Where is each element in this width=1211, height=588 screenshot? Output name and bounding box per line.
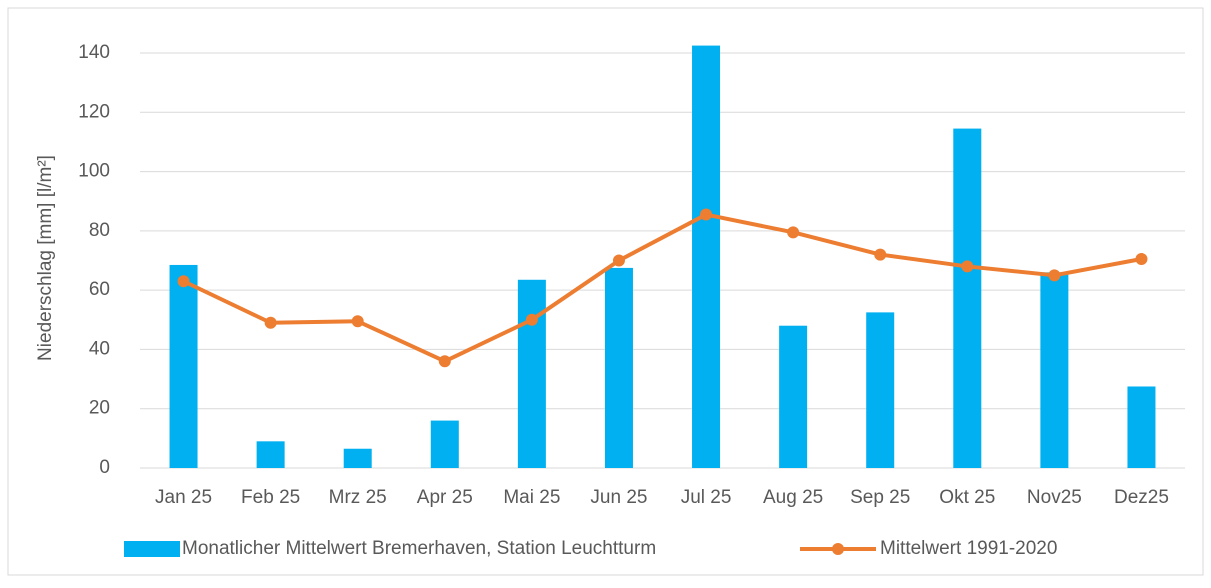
line <box>182 212 1142 364</box>
y-tick-label: 20 <box>89 398 110 419</box>
x-tick-label: Okt 25 <box>939 487 995 508</box>
y-tick-label: 80 <box>89 220 110 241</box>
bar <box>430 420 459 468</box>
legend-swatch-marker <box>832 543 844 555</box>
bar <box>517 279 546 468</box>
line-marker <box>351 315 364 328</box>
line-marker <box>264 316 277 329</box>
x-tick-label: Nov25 <box>1027 487 1082 508</box>
line-marker <box>700 208 713 221</box>
x-tick-label: Aug 25 <box>763 487 823 508</box>
line-marker <box>177 275 190 288</box>
x-tick-label: Jun 25 <box>590 487 647 508</box>
y-tick-label: 60 <box>89 279 110 300</box>
y-tick-label: 0 <box>99 457 110 478</box>
legend-swatch <box>124 541 180 557</box>
bar <box>953 128 982 468</box>
y-tick-label: 100 <box>78 161 110 182</box>
line-marker <box>438 355 451 368</box>
x-tick-label: Jul 25 <box>681 487 732 508</box>
x-tick-label: Apr 25 <box>417 487 473 508</box>
legend-label: Mittelwert 1991-2020 <box>880 538 1057 559</box>
bar <box>1040 272 1069 468</box>
x-tick-label: Dez25 <box>1114 487 1169 508</box>
line-marker <box>525 313 538 326</box>
bar <box>256 441 285 468</box>
y-tick-label: 40 <box>89 338 110 359</box>
bar <box>343 448 372 468</box>
bar <box>866 312 895 468</box>
legend-label: Monatlicher Mittelwert Bremerhaven, Stat… <box>182 538 656 559</box>
x-tick-label: Feb 25 <box>241 487 300 508</box>
bar <box>604 267 633 468</box>
bar <box>779 325 808 468</box>
y-tick-label: 140 <box>78 42 110 63</box>
x-tick-label: Mai 25 <box>503 487 560 508</box>
line-marker <box>874 248 887 261</box>
bar <box>1127 386 1156 468</box>
x-tick-label: Mrz 25 <box>329 487 387 508</box>
x-tick-label: Jan 25 <box>155 487 212 508</box>
y-tick-label: 120 <box>78 101 110 122</box>
y-axis-title: Niederschlag [mm] [l/m²] <box>35 155 56 361</box>
line-marker <box>1135 253 1148 266</box>
line-marker <box>961 260 974 273</box>
line-marker <box>787 226 800 239</box>
x-tick-label: Sep 25 <box>850 487 910 508</box>
bar <box>692 45 721 468</box>
line-marker <box>1048 269 1061 282</box>
bar <box>169 264 198 468</box>
line-marker <box>612 254 625 267</box>
